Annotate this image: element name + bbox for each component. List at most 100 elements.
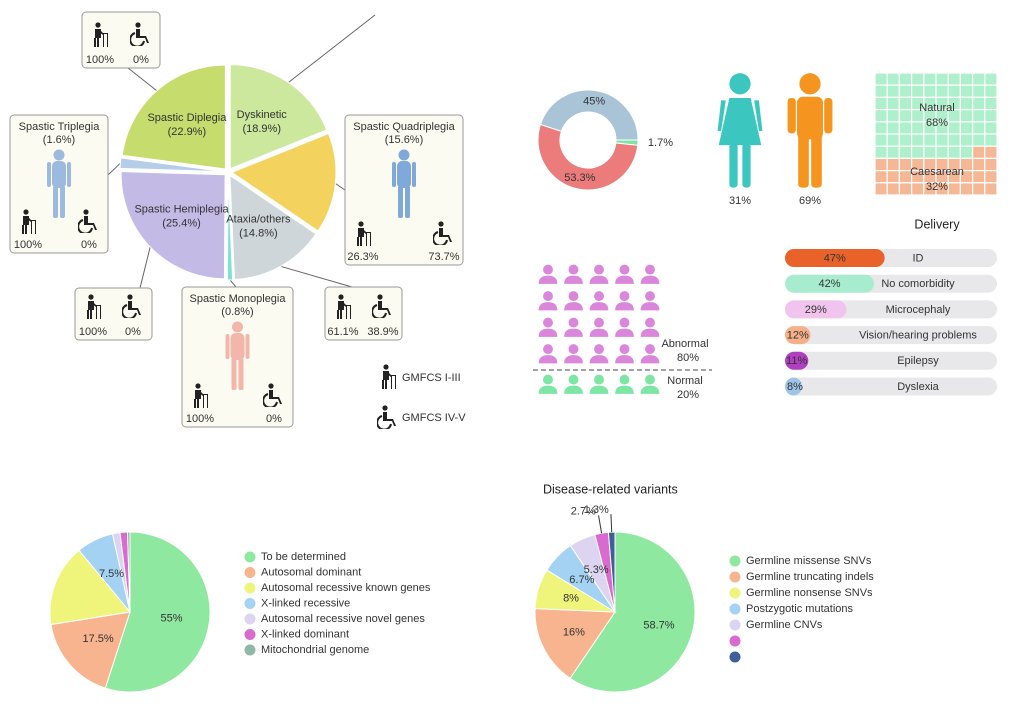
percent-label: 69% (799, 195, 821, 207)
value-label: 1.3% (584, 504, 609, 516)
bar-label: Vision/hearing problems (859, 330, 977, 342)
waffle-cell (874, 133, 888, 147)
legend-label: Autosomal dominant (261, 566, 361, 578)
legend-label: Autosomal recessive known genes (261, 582, 431, 594)
group-value: 20% (677, 389, 699, 401)
gmfcs-box (324, 286, 403, 341)
leader-line (280, 265, 353, 288)
legend-marker (729, 619, 741, 631)
bar-label: Epilepsy (897, 355, 939, 367)
waffle-cell (898, 72, 913, 86)
waffle-cell (898, 84, 913, 98)
legend-label: Germline missense SNVs (746, 555, 872, 567)
pie-slice (119, 157, 225, 173)
pie-slice (537, 123, 639, 191)
bar (785, 249, 885, 267)
value-label: 1.7% (648, 137, 673, 149)
waffle-cell (898, 145, 913, 159)
chart-title: Disease-related variants (543, 482, 678, 496)
waffle-cell (874, 96, 888, 111)
gmfcs-value: 0% (81, 239, 97, 251)
pie-slice (104, 531, 211, 693)
legend-marker (244, 613, 256, 625)
waffle-cell (898, 121, 913, 135)
gmfcs-value: 0% (133, 54, 149, 66)
pie-slice (229, 64, 328, 170)
percent-label: 31% (729, 195, 751, 207)
waffle-cell (971, 133, 986, 147)
waffle-cell (874, 108, 888, 123)
leader-line (288, 14, 376, 83)
pie-slice (121, 64, 226, 170)
waffle-cell (886, 170, 901, 184)
waffle-cell (959, 72, 974, 86)
pie-slice (569, 531, 696, 693)
gmfcs-value: 100% (186, 413, 214, 425)
waffle-cell (959, 84, 974, 98)
slice-value: (22.9%) (168, 126, 207, 138)
legend-marker (729, 603, 741, 615)
waffle-cell (935, 133, 949, 147)
bar-track (785, 326, 997, 345)
bar-label: ID (913, 252, 924, 264)
leader-line (610, 514, 613, 533)
slice-value: (14.8%) (239, 227, 278, 239)
waffle-cell (910, 84, 925, 98)
waffle-cell (910, 121, 925, 135)
chart-title: Delivery (914, 217, 960, 231)
bar (785, 274, 875, 293)
pie-slice (226, 175, 234, 281)
waffle-cell (886, 182, 901, 196)
gmfcs-value: 38.9% (367, 326, 398, 338)
legend-label: GMFCS I-III (402, 372, 461, 384)
value-label: 55% (160, 612, 182, 624)
value-label: 5.3% (584, 564, 609, 576)
waffle-cell (984, 157, 998, 172)
legend-label: Germline nonsense SNVs (746, 587, 873, 599)
leader-line (229, 279, 237, 288)
waffle-cell (971, 121, 986, 135)
waffle-cell (984, 182, 998, 196)
waffle-cell (984, 108, 998, 123)
gmfcs-value: 100% (14, 239, 42, 251)
waffle-cell (898, 108, 913, 123)
bar-label: No comorbidity (881, 278, 955, 290)
bar (785, 377, 802, 396)
bar-value: 12% (787, 330, 809, 342)
waffle-cell (984, 133, 998, 147)
gmfcs-box (74, 287, 153, 341)
gmfcs-value: 100% (79, 326, 107, 338)
legend-marker (729, 635, 741, 647)
bar-value: 42% (819, 278, 841, 290)
waffle-cell (959, 96, 974, 111)
waffle-cell (898, 96, 913, 111)
waffle-cell (984, 170, 998, 184)
value-label: 16% (563, 627, 585, 639)
group-value: 80% (677, 352, 699, 364)
pie-slice (229, 174, 317, 280)
gmfcs-value: 0% (266, 413, 282, 425)
pie-slice (126, 531, 131, 613)
value-label: 8% (563, 592, 579, 604)
legend-label: GMFCS IV-V (402, 412, 466, 424)
waffle-cell (886, 157, 901, 172)
bar-track (785, 351, 997, 370)
bar (785, 351, 809, 370)
waffle-cell (935, 84, 949, 98)
box-title: Spastic Quadriplegia (353, 121, 455, 133)
legend-label: Germline truncating indels (746, 571, 874, 583)
waffle-cell (898, 182, 913, 196)
waffle-cell (984, 72, 998, 86)
waffle-label: Natural (919, 102, 954, 114)
waffle-cell (971, 84, 986, 98)
waffle-cell (959, 121, 974, 135)
slice-value: (18.9%) (242, 123, 281, 135)
value-label: 58.7% (643, 619, 674, 631)
waffle-cell (984, 121, 998, 135)
group-label: Abnormal (661, 338, 708, 350)
value-label: 53.3% (564, 172, 595, 184)
waffle-cell (874, 157, 888, 172)
bar-value: 29% (805, 304, 827, 316)
